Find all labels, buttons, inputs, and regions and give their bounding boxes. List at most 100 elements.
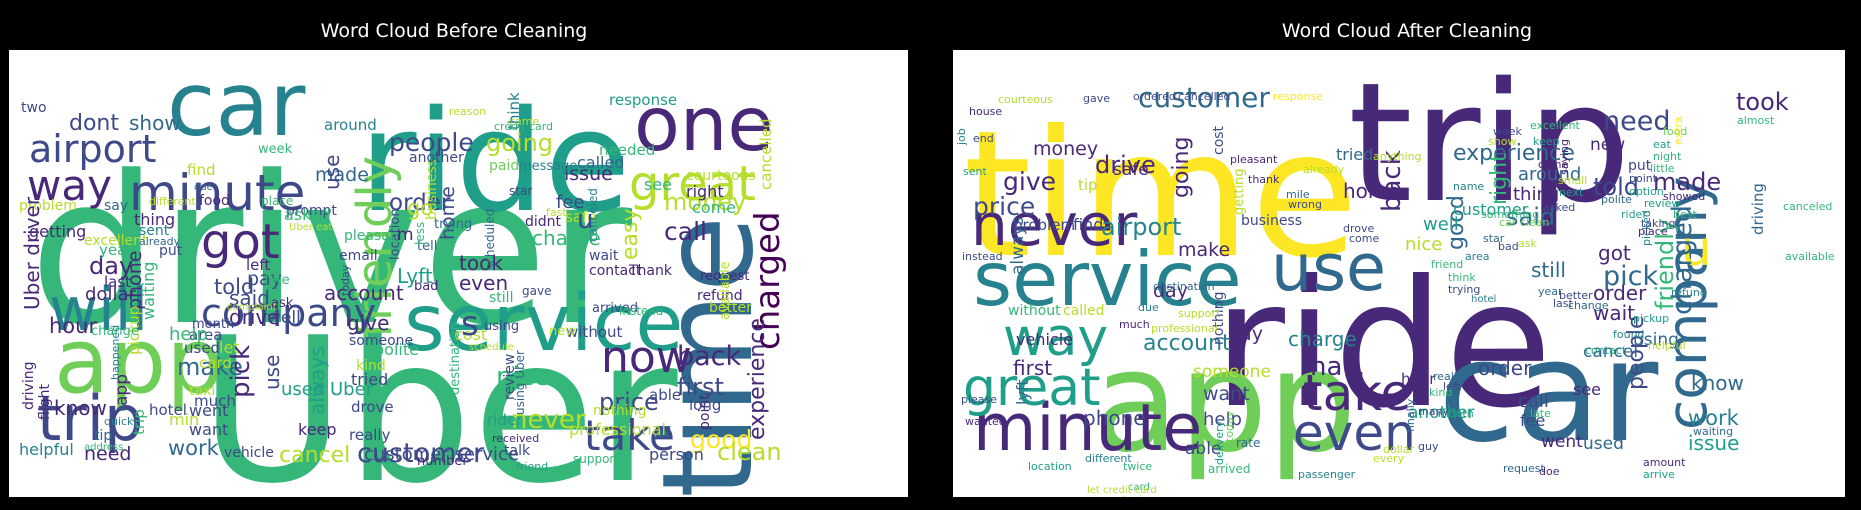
- left_panel-word-will: will: [49, 275, 148, 345]
- right_panel-word-month: month: [1438, 407, 1474, 420]
- left_panel-word-thing: thing: [134, 210, 175, 229]
- right_panel-word-place: place: [1638, 225, 1668, 238]
- right_panel-word-well: well: [1423, 214, 1459, 235]
- right_panel-word-area: area: [1465, 250, 1490, 263]
- right_panel-word-new: new: [1590, 135, 1625, 155]
- left-word-cloud: driver Uber ride car one time service app will tr…: [9, 50, 908, 497]
- right_panel-word-even: even: [1293, 404, 1416, 462]
- left_panel-word-u: u: [577, 205, 593, 235]
- left_panel-word-work: work: [168, 436, 220, 460]
- left_panel-word-problem: problem: [19, 198, 77, 214]
- right_panel-word-first: first: [1013, 356, 1052, 380]
- left_panel-word-easy: easy: [618, 209, 643, 261]
- right_panel-word-something: something: [1481, 208, 1539, 221]
- right_panel-word-need: need: [1603, 106, 1670, 137]
- right_panel-word-able: able: [1185, 439, 1221, 459]
- left_panel-word-came: came: [509, 115, 540, 128]
- left_panel-word-app: app: [54, 309, 223, 414]
- right_panel-word-destination: destination: [1153, 280, 1215, 293]
- left_panel-word-experience: experience: [745, 318, 770, 440]
- left_panel-word-back: back: [677, 341, 742, 372]
- left_panel-word-used: used: [184, 339, 220, 357]
- left_panel-word-think: think: [505, 92, 523, 130]
- left_panel-word-money: money: [664, 188, 746, 216]
- left_panel-word-canceled: canceled: [586, 188, 600, 242]
- right_panel-word-another: another: [1408, 403, 1474, 423]
- right_panel-word-different: different: [1085, 452, 1132, 465]
- right_panel-word-response: response: [1273, 90, 1323, 103]
- right_panel-word-let-credit-card: let credit card: [1087, 485, 1157, 496]
- left-panel-title: Word Cloud Before Cleaning: [320, 20, 588, 42]
- left_panel-word-help: help: [169, 324, 208, 345]
- left_panel-word-uber-eat: Uber eat: [289, 222, 332, 233]
- left_panel-word-great: great: [629, 156, 756, 212]
- left_panel-word-call: call: [664, 217, 707, 246]
- right_panel-word-someone: someone: [1193, 362, 1271, 382]
- right_panel-word-helpful: helpful: [1648, 339, 1686, 352]
- right_panel-word-nice: nice: [1405, 234, 1442, 255]
- right_panel-word-keep: keep: [1533, 135, 1560, 148]
- right_panel-word-think: think: [1448, 271, 1476, 284]
- right_panel-word-almost: almost: [1737, 114, 1775, 127]
- right_panel-word-saying: saying: [1558, 139, 1571, 175]
- right_panel-word-rate: rate: [1236, 436, 1260, 450]
- right_panel-word-great: great: [963, 358, 1101, 418]
- left_panel-word-keep: keep: [298, 420, 337, 439]
- right_panel-word-food: food: [1663, 125, 1687, 138]
- left_panel-word-pay: pay: [247, 268, 282, 290]
- right_panel-word-order: order: [1478, 356, 1532, 380]
- left_panel-word-place: place: [261, 194, 293, 208]
- left_panel-word-refund: refund: [697, 288, 743, 304]
- right_panel-word-refund: refund: [1671, 286, 1707, 299]
- right_panel-word-wanted: wanted: [965, 415, 1006, 428]
- right_panel-word-little: little: [1650, 162, 1675, 175]
- right_panel-word-end: end: [973, 132, 994, 145]
- right_panel-word-review: review: [1644, 197, 1680, 210]
- right_panel-word-picked: picked: [1640, 210, 1653, 246]
- right_panel-word-many: many: [1418, 405, 1449, 418]
- right_panel-word-best: best: [1673, 208, 1697, 221]
- left_panel-word-take: take: [584, 411, 675, 460]
- right_panel-word-wait: wait: [1593, 301, 1635, 325]
- right_panel-word-getting: getting: [1232, 168, 1247, 215]
- left_panel-word-say: say: [104, 198, 128, 214]
- left_panel-word-email: email: [339, 248, 378, 264]
- right_panel-word-safe: safe: [1113, 160, 1149, 180]
- left_panel-word-trip: trip: [130, 409, 148, 435]
- left_panel-word-scheduled: scheduled: [483, 209, 497, 270]
- right_panel-word-driving: driving: [1749, 183, 1767, 235]
- right_panel-word-week: week: [1493, 125, 1523, 138]
- right_panel-word-lyft: lyft: [1013, 379, 1032, 405]
- left_panel-word-support: support: [573, 452, 619, 466]
- left_panel-word-come: come: [692, 198, 736, 217]
- right_panel-word-drove: drove: [1343, 222, 1375, 235]
- right_panel-word-request: request: [1503, 462, 1546, 475]
- left_panel-word-today: today: [339, 264, 352, 296]
- right_panel-word-contact: contact: [1585, 344, 1627, 357]
- right_panel-word-gave: gave: [1083, 92, 1110, 105]
- right_panel-word-polite: polite: [1601, 193, 1632, 206]
- left_panel-word-contact: contact: [589, 263, 642, 279]
- left_panel-word-address: address: [84, 442, 123, 453]
- right-panel: Word Cloud After Cleaning time trip ride ap…: [953, 0, 1861, 510]
- right_panel-word-drive: drive: [1095, 151, 1156, 179]
- right_panel-word-really: really: [1433, 370, 1464, 383]
- right_panel-word-arrived: arrived: [1208, 462, 1250, 476]
- left_panel-word-due: due: [194, 182, 213, 193]
- right_panel-word-see: see: [1573, 380, 1601, 399]
- left_panel-word-min: min: [169, 410, 199, 429]
- left_panel-word-fast: fast: [546, 206, 567, 219]
- left_panel-word-tell: tell: [417, 239, 437, 254]
- right_panel-word-app: app: [1093, 321, 1357, 484]
- left_panel-word-wait: wait: [589, 248, 619, 264]
- right_panel-word-nothing: nothing: [1211, 292, 1227, 345]
- right-word-cloud: time trip ride app car service never minute way u…: [953, 50, 1845, 497]
- left_panel-word-rider: rider: [487, 411, 523, 429]
- left_panel-word-credit-card: credit card: [494, 120, 553, 133]
- left_panel-word-courteous: courteous: [686, 168, 756, 184]
- right_panel-word-every: every: [1373, 452, 1405, 465]
- right_panel-word-bad: bad: [1498, 240, 1519, 253]
- right_panel-word-account: account: [1143, 331, 1231, 356]
- left_panel-word-number: number: [417, 454, 468, 469]
